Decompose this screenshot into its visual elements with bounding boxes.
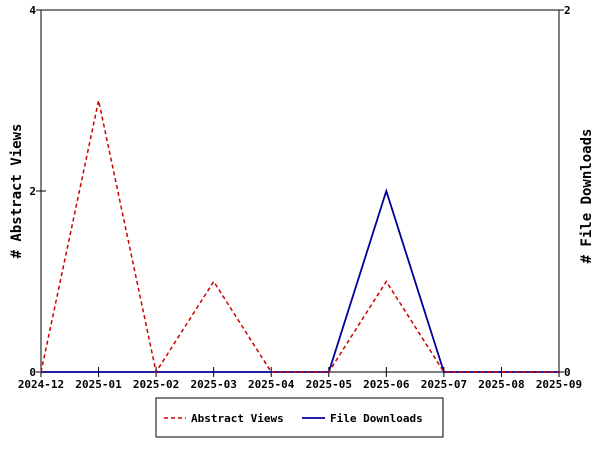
plot-frame bbox=[40, 9, 560, 373]
y2-tick-label: 0 bbox=[564, 366, 571, 379]
series-line-abstract-views bbox=[40, 100, 559, 374]
legend-label-file-downloads: File Downloads bbox=[330, 412, 423, 425]
y-axis-title: # Abstract Views bbox=[9, 124, 25, 259]
y2-axis-title: # File Downloads bbox=[579, 129, 595, 264]
x-tick-label: 2025-08 bbox=[478, 378, 524, 391]
series-line-file-downloads bbox=[41, 188, 559, 373]
x-tick-label: 2025-06 bbox=[363, 378, 410, 391]
x-tick-label: 2025-05 bbox=[306, 378, 352, 391]
x-tick-label: 2025-02 bbox=[133, 378, 179, 391]
legend-label-abstract-views: Abstract Views bbox=[191, 412, 284, 425]
x-tick-label: 2025-07 bbox=[421, 378, 467, 391]
y2-tick-label: 2 bbox=[564, 4, 571, 17]
x-tick-label: 2025-01 bbox=[75, 378, 122, 391]
y-tick-label: 2 bbox=[29, 185, 36, 198]
legend-box bbox=[155, 397, 444, 438]
x-tick-label: 2025-09 bbox=[536, 378, 582, 391]
x-tick-label: 2024-12 bbox=[18, 378, 64, 391]
x-tick-label: 2025-04 bbox=[248, 378, 295, 391]
y-tick-label: 4 bbox=[29, 4, 36, 17]
x-tick-label: 2025-03 bbox=[190, 378, 236, 391]
y-tick-label: 0 bbox=[29, 366, 36, 379]
legend: Abstract Views File Downloads bbox=[155, 397, 444, 438]
